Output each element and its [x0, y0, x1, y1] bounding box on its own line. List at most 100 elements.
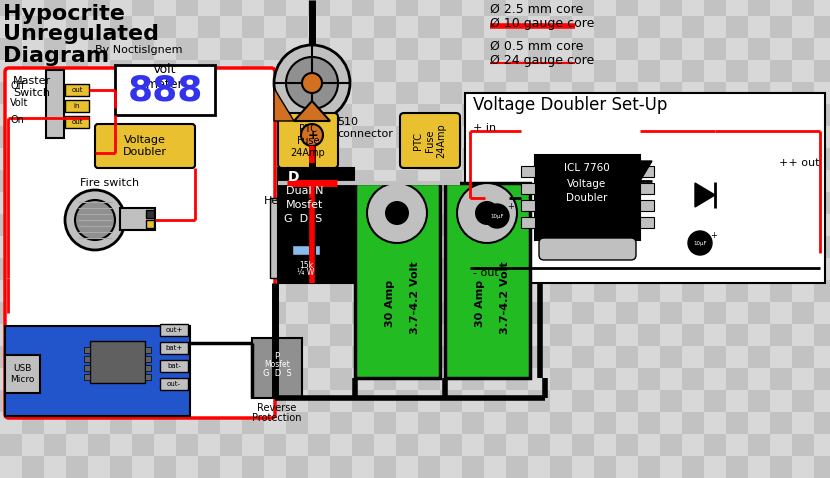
Bar — [440, 126, 462, 148]
Bar — [264, 16, 286, 38]
Bar — [726, 126, 748, 148]
Bar — [220, 390, 242, 412]
Bar — [198, 390, 220, 412]
Bar — [616, 434, 638, 456]
Bar — [726, 236, 748, 258]
Bar — [396, 82, 418, 104]
Bar — [198, 324, 220, 346]
Bar — [726, 412, 748, 434]
Bar — [462, 38, 484, 60]
Bar — [506, 82, 528, 104]
Bar — [704, 16, 726, 38]
Bar — [154, 82, 176, 104]
Bar — [66, 456, 88, 478]
Bar — [528, 82, 550, 104]
Bar — [110, 434, 132, 456]
Bar — [88, 434, 110, 456]
Bar — [330, 456, 352, 478]
Bar — [374, 126, 396, 148]
Bar — [286, 0, 308, 16]
Bar — [616, 236, 638, 258]
Bar — [0, 0, 22, 16]
Circle shape — [485, 204, 509, 228]
Bar — [792, 412, 814, 434]
Bar — [572, 82, 594, 104]
Circle shape — [65, 190, 125, 250]
Bar — [0, 390, 22, 412]
Bar — [220, 434, 242, 456]
Bar — [682, 148, 704, 170]
Bar — [814, 104, 830, 126]
Bar — [528, 346, 550, 368]
Bar — [550, 280, 572, 302]
Bar — [814, 148, 830, 170]
Bar — [46, 70, 64, 138]
Bar — [550, 60, 572, 82]
Bar — [22, 456, 44, 478]
Bar — [638, 324, 660, 346]
Bar — [0, 60, 22, 82]
Text: Fire switch: Fire switch — [81, 178, 139, 188]
Bar — [264, 0, 286, 16]
Text: D: D — [288, 170, 300, 184]
Bar — [418, 82, 440, 104]
Bar — [506, 324, 528, 346]
Text: By NoctisIgnem: By NoctisIgnem — [95, 45, 183, 55]
Bar — [242, 324, 264, 346]
Bar — [286, 170, 308, 192]
Bar — [264, 390, 286, 412]
Bar — [792, 82, 814, 104]
Bar — [220, 104, 242, 126]
Bar — [264, 60, 286, 82]
Bar — [44, 192, 66, 214]
Bar — [682, 456, 704, 478]
Bar — [638, 456, 660, 478]
Bar — [176, 368, 198, 390]
Bar — [132, 368, 154, 390]
Bar — [396, 192, 418, 214]
Bar — [484, 236, 506, 258]
Bar — [308, 258, 330, 280]
Bar — [286, 60, 308, 82]
Text: Voltage
Doubler: Voltage Doubler — [123, 135, 167, 157]
Bar — [286, 148, 308, 170]
Bar — [440, 104, 462, 126]
Bar — [154, 368, 176, 390]
Bar — [242, 258, 264, 280]
Bar — [638, 412, 660, 434]
Bar — [792, 38, 814, 60]
Bar — [770, 280, 792, 302]
Bar — [88, 258, 110, 280]
Bar — [88, 412, 110, 434]
Bar — [132, 456, 154, 478]
Bar — [418, 170, 440, 192]
Bar — [110, 148, 132, 170]
Bar — [396, 148, 418, 170]
Bar — [132, 280, 154, 302]
Bar — [814, 346, 830, 368]
Bar — [220, 170, 242, 192]
Bar — [418, 126, 440, 148]
Text: + in: + in — [473, 123, 496, 133]
Bar — [198, 60, 220, 82]
Bar — [682, 434, 704, 456]
Bar — [374, 214, 396, 236]
Bar — [660, 0, 682, 16]
Bar — [242, 82, 264, 104]
Bar — [160, 378, 188, 390]
Bar — [22, 368, 44, 390]
Bar — [792, 16, 814, 38]
Bar — [264, 434, 286, 456]
Bar — [814, 126, 830, 148]
Bar — [506, 60, 528, 82]
Circle shape — [475, 201, 499, 225]
Circle shape — [301, 124, 323, 146]
Polygon shape — [294, 101, 330, 121]
Bar — [66, 192, 88, 214]
Bar — [374, 280, 396, 302]
Bar — [22, 148, 44, 170]
Bar — [242, 346, 264, 368]
Bar — [154, 192, 176, 214]
Text: 3.7-4.2 Volt: 3.7-4.2 Volt — [410, 261, 420, 334]
Bar — [374, 390, 396, 412]
